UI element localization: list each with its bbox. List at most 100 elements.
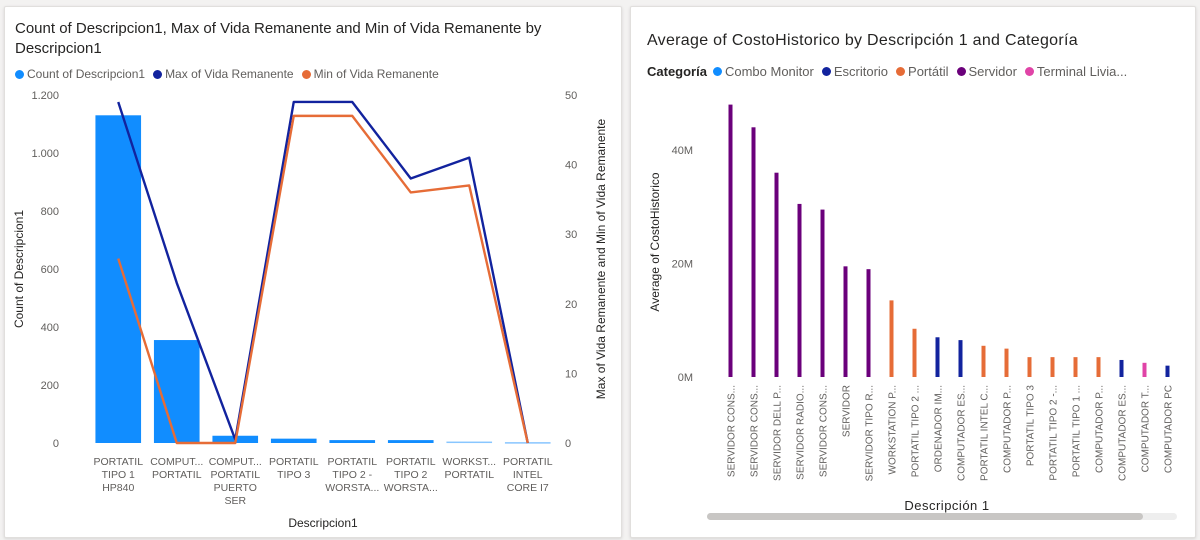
bar-average-costo — [1119, 359, 1124, 377]
right-chart-card[interactable]: Average of CostoHistorico by Descripción… — [630, 6, 1196, 538]
left-chart-title: Count of Descripcion1, Max of Vida Reman… — [15, 20, 542, 57]
x-tick-label: PORTATIL — [210, 469, 260, 481]
legend-item-min[interactable]: Min of Vida Remanente — [301, 67, 439, 81]
bar-average-costo — [820, 209, 825, 377]
x-tick-label: SERVIDOR RADIO... — [796, 385, 807, 480]
y-tick-label: 20M — [672, 259, 693, 271]
bar-average-costo — [843, 266, 848, 377]
y2-axis-title: Max of Vida Remanente and Min of Vida Re… — [594, 118, 608, 399]
y-tick-label: 40M — [672, 145, 693, 157]
bar-count — [95, 115, 142, 444]
bar-count — [329, 440, 376, 443]
x-tick-label: SERVIDOR CONS... — [750, 385, 761, 477]
y2-tick-label: 30 — [565, 229, 577, 241]
horizontal-scrollbar[interactable] — [707, 513, 1177, 520]
x-tick-label: TIPO 3 — [277, 469, 310, 481]
x-tick-label: TIPO 2 - — [332, 469, 372, 481]
right-chart-legend: Categoría Combo Monitor Escritorio Portá… — [647, 64, 1135, 79]
y2-tick-label: 10 — [565, 368, 577, 380]
bar-average-costo — [1142, 362, 1147, 377]
lollipop-chart-svg[interactable]: 0M 20M 40M Average of CostoHistorico Descrip… — [631, 7, 1195, 537]
bar-count — [446, 441, 493, 444]
y-tick-label: 1.200 — [31, 90, 59, 102]
right-chart-title: Average of CostoHistorico by Descripción… — [647, 32, 1078, 49]
x-tick-label: PORTATIL — [93, 456, 143, 468]
x-axis-title: Descripción 1 — [904, 498, 989, 513]
y-tick-label: 0 — [53, 438, 59, 450]
bar-average-costo — [728, 104, 733, 377]
x-tick-label: WORKSTATION P... — [888, 385, 899, 474]
x-tick-label: WORSTA... — [384, 482, 438, 494]
x-tick-label: COMPUTADOR PC — [1164, 385, 1175, 473]
x-tick-label: SER — [224, 495, 246, 507]
x-tick-label: PUERTO — [214, 482, 257, 494]
x-tick-label: COMPUTADOR P... — [1095, 385, 1106, 473]
bar-count — [270, 438, 317, 443]
x-tick-label: HP840 — [102, 482, 134, 494]
legend-dot-count — [15, 69, 24, 79]
scrollbar-thumb[interactable] — [707, 513, 1143, 520]
x-tick-label: CORE I7 — [507, 482, 549, 494]
legend-label-portatil: Portátil — [908, 64, 949, 79]
y2-tick-label: 50 — [565, 90, 577, 102]
y-tick-label: 400 — [41, 322, 59, 334]
bar-average-costo — [1165, 365, 1170, 377]
y-tick-label: 0M — [678, 372, 693, 384]
legend-item-max[interactable]: Max of Vida Remanente — [153, 67, 294, 81]
x-tick-label: SERVIDOR DELL P... — [773, 385, 784, 481]
x-tick-label: TIPO 2 — [394, 469, 427, 481]
x-tick-label: SERVIDOR CONS... — [819, 385, 830, 477]
bar-average-costo — [1050, 357, 1055, 377]
legend-heading-categoria: Categoría — [647, 64, 707, 79]
x-tick-label: PORTATIL — [503, 456, 553, 468]
x-tick-label: PORTATIL — [269, 456, 319, 468]
combo-chart-svg[interactable]: 0 200 400 600 800 1.000 1.200 0 10 20 30 40 50 Count … — [5, 7, 621, 537]
y2-tick-label: 20 — [565, 299, 577, 311]
bar-average-costo — [958, 340, 963, 377]
x-tick-label: COMPUT... — [150, 456, 203, 468]
x-tick-label: PORTATIL — [327, 456, 377, 468]
bar-average-costo — [1073, 357, 1078, 377]
x-tick-label: PORTATIL TIPO 2 -... — [1049, 385, 1060, 481]
x-tick-label: COMPUTADOR ES... — [1118, 385, 1129, 481]
x-tick-label: TIPO 1 — [102, 469, 135, 481]
legend-item-servidor[interactable]: Servidor — [956, 64, 1017, 79]
bar-average-costo — [889, 300, 894, 377]
x-tick-label: INTEL — [513, 469, 543, 481]
legend-label-terminal: Terminal Livia... — [1036, 64, 1128, 79]
x-tick-label: WORSTA... — [325, 482, 379, 494]
x-tick-label: PORTATIL TIPO 3 — [1026, 385, 1037, 467]
x-tick-label: SERVIDOR TIPO R... — [865, 385, 876, 481]
bar-average-costo — [751, 127, 756, 377]
legend-dot-servidor — [956, 67, 966, 76]
bar-average-costo — [1004, 348, 1009, 377]
legend-dot-portatil — [896, 67, 906, 76]
legend-label-count: Count of Descripcion1 — [27, 67, 146, 81]
legend-label-escritorio: Escritorio — [833, 64, 889, 79]
x-tick-label: SERVIDOR CONS... — [727, 385, 738, 477]
y-tick-label: 200 — [41, 380, 59, 392]
legend-item-terminal[interactable]: Terminal Livia... — [1024, 64, 1128, 79]
legend-dot-min — [301, 69, 311, 79]
bar-average-costo — [866, 269, 871, 377]
left-chart-card[interactable]: Count of Descripcion1, Max of Vida Reman… — [4, 6, 622, 538]
bar-average-costo — [1096, 357, 1101, 377]
x-tick-label: COMPUTADOR T... — [1141, 385, 1152, 472]
legend-label-servidor: Servidor — [968, 64, 1017, 79]
legend-item-portatil[interactable]: Portátil — [896, 64, 949, 79]
legend-item-combo-monitor[interactable]: Combo Monitor — [712, 64, 814, 79]
x-tick-label: ORDENADOR IM... — [934, 385, 945, 472]
x-tick-label: PORTATIL — [386, 456, 436, 468]
y-axis-title: Count of Descripcion1 — [12, 210, 26, 328]
line-min-vida-remanente — [117, 114, 529, 445]
x-tick-label: WORKST... — [442, 456, 496, 468]
y-tick-label: 600 — [41, 264, 59, 276]
legend-item-escritorio[interactable]: Escritorio — [821, 64, 889, 79]
bar-count — [387, 440, 434, 443]
bar-average-costo — [1027, 357, 1032, 377]
y2-tick-label: 0 — [565, 438, 571, 450]
legend-dot-escritorio — [821, 67, 831, 76]
x-tick-label: COMPUTADOR ES... — [957, 385, 968, 481]
legend-item-count[interactable]: Count of Descripcion1 — [15, 67, 145, 81]
bar-average-costo — [935, 337, 940, 377]
